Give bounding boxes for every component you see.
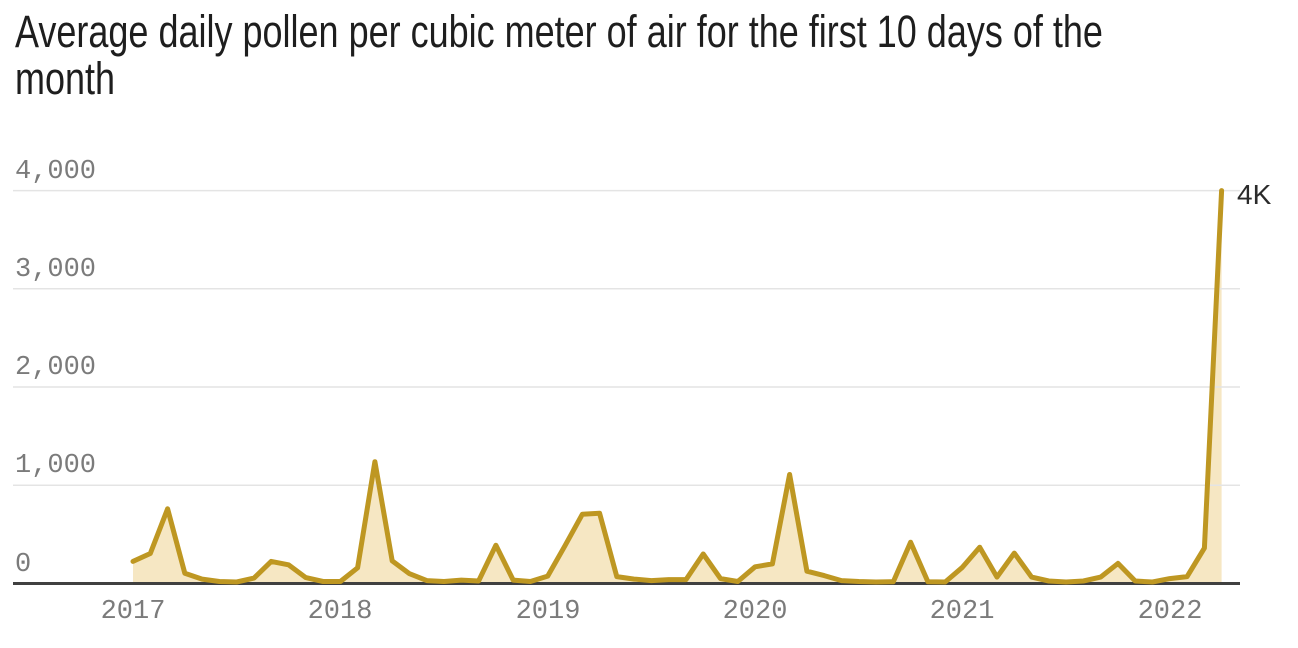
x-axis-label: 2020 xyxy=(722,597,788,627)
y-axis-label: 2,000 xyxy=(15,353,97,383)
chart-title-line-1: Average daily pollen per cubic meter of … xyxy=(15,6,1103,57)
y-axis-label: 4,000 xyxy=(15,157,97,187)
x-axis-label: 2019 xyxy=(515,597,581,627)
x-axis-label: 2018 xyxy=(307,597,373,627)
y-axis-label: 1,000 xyxy=(15,451,97,481)
y-axis-label: 3,000 xyxy=(15,255,97,285)
x-axis-label: 2021 xyxy=(929,597,995,627)
gridlines xyxy=(13,189,1240,487)
chart-title-line-2: month xyxy=(15,53,116,104)
x-axis-label: 2017 xyxy=(100,597,166,627)
chart-title: Average daily pollen per cubic meter of … xyxy=(15,8,1103,102)
y-axis-label: 0 xyxy=(15,550,32,580)
peak-annotation: 4K xyxy=(1237,179,1272,210)
x-axis-label: 2022 xyxy=(1137,597,1203,627)
pollen-line xyxy=(130,188,1225,585)
